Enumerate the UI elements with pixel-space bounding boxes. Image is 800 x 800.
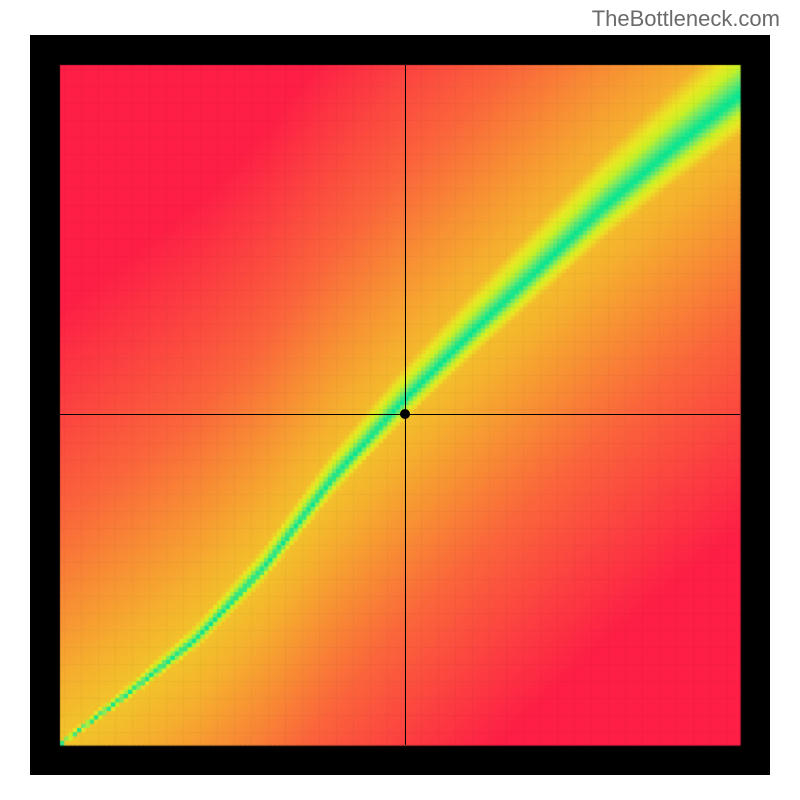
watermark-text: TheBottleneck.com	[592, 6, 780, 32]
heatmap-canvas	[30, 35, 770, 775]
figure-container: TheBottleneck.com	[0, 0, 800, 800]
plot-area	[30, 35, 770, 775]
